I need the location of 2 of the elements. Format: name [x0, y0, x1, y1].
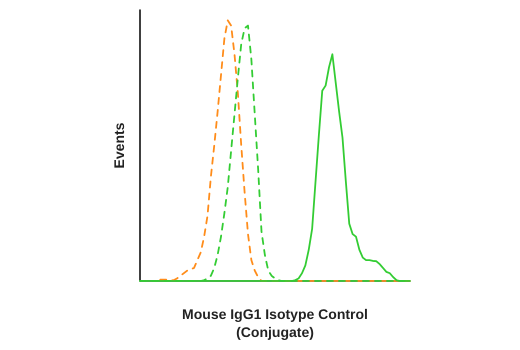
y-axis-title: Events	[111, 122, 127, 168]
x-axis-title: Mouse IgG1 Isotype Control (Conjugate)	[182, 306, 368, 340]
